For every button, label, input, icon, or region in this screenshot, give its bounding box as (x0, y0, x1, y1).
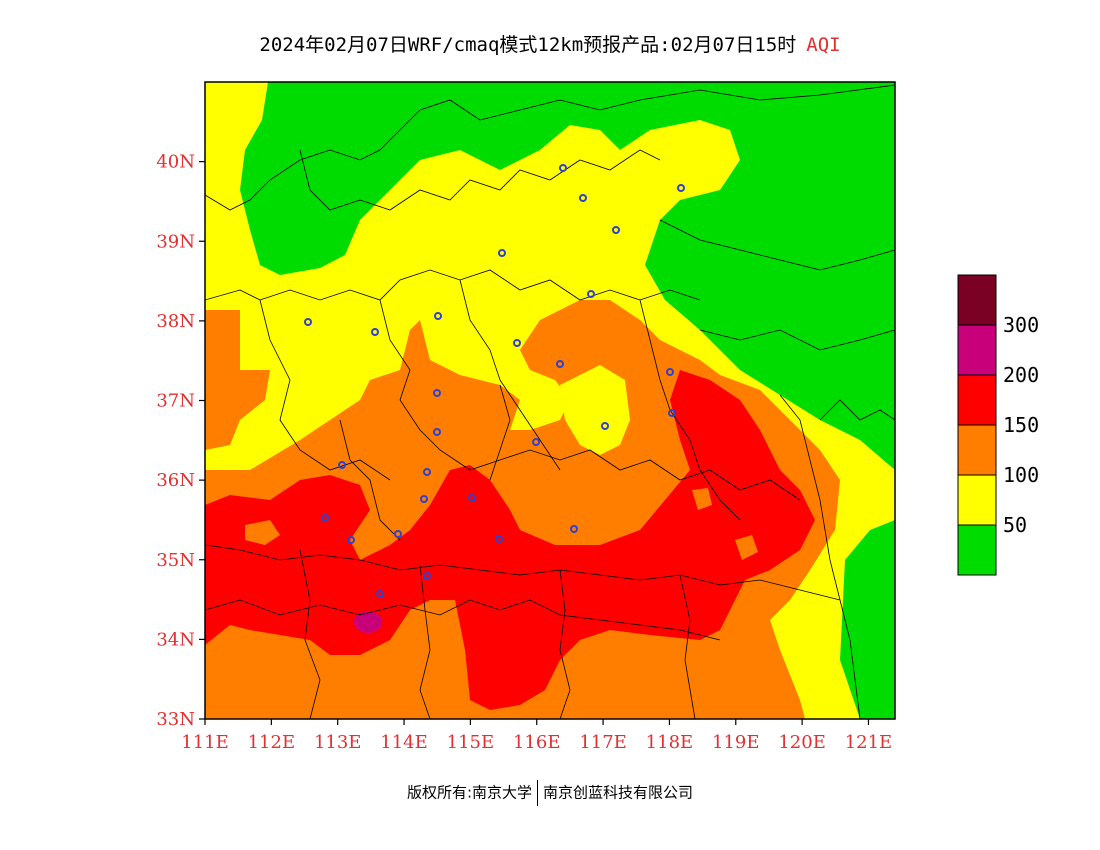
city-marker (371, 328, 379, 336)
footer-separator (537, 780, 539, 806)
city-marker (338, 461, 346, 469)
city-marker (579, 194, 587, 202)
city-marker (532, 438, 540, 446)
city-marker (666, 368, 674, 376)
city-marker (433, 428, 441, 436)
city-markers (304, 164, 685, 598)
legend-swatch (957, 374, 997, 426)
lat-label: 38N (156, 311, 195, 332)
city-marker (570, 525, 578, 533)
city-marker (495, 535, 503, 543)
city-marker (559, 164, 567, 172)
lon-label: 117E (579, 732, 627, 753)
city-marker (677, 184, 685, 192)
legend-swatch (957, 524, 997, 576)
legend-swatch (957, 424, 997, 476)
aqi-band-very-unhealthy (354, 611, 382, 633)
legend-label: 200 (1003, 363, 1039, 387)
legend-label: 100 (1003, 463, 1039, 487)
lat-label: 39N (156, 231, 195, 252)
admin-boundaries (205, 84, 895, 719)
city-marker (612, 226, 620, 234)
city-marker (587, 290, 595, 298)
lon-label: 119E (712, 732, 760, 753)
lon-label: 121E (845, 732, 893, 753)
aqi-band-moderate-pocket (560, 365, 630, 455)
lat-label: 40N (156, 152, 195, 173)
lat-label: 33N (156, 709, 195, 730)
city-marker (556, 360, 564, 368)
lon-label: 118E (646, 732, 694, 753)
lat-label: 34N (156, 629, 195, 650)
copyright-owner: 版权所有:南京大学 (406, 783, 533, 802)
city-marker (321, 514, 329, 522)
aqi-band-usg-hole (735, 535, 758, 560)
city-marker (376, 590, 384, 598)
legend-label: 50 (1003, 513, 1027, 537)
lat-label: 37N (156, 391, 195, 412)
title-product: AQI (806, 34, 841, 56)
city-marker (423, 572, 431, 580)
city-marker (347, 536, 355, 544)
city-marker (434, 312, 442, 320)
longitude-axis: 111E 112E 113E 114E 115E 116E 117E 118E 119E 120E… (181, 719, 892, 753)
lon-label: 111E (181, 732, 229, 753)
aqi-band-usg-hole (692, 488, 712, 510)
lat-label: 35N (156, 550, 195, 571)
latitude-axis: 40N 39N 38N 37N 36N 35N 34N 33N (156, 152, 205, 730)
title-main: 2024年02月07日WRF/cmaq模式12km预报产品:02月07日15时 (259, 34, 797, 56)
aqi-band-usg-hole (245, 520, 280, 545)
city-marker (513, 339, 521, 347)
lon-label: 116E (513, 732, 561, 753)
city-marker (601, 422, 609, 430)
city-marker (498, 249, 506, 257)
legend-label: 150 (1003, 413, 1039, 437)
city-marker (423, 468, 431, 476)
lat-label: 36N (156, 470, 195, 491)
legend-swatch (957, 474, 997, 526)
lon-label: 112E (248, 732, 296, 753)
city-marker (668, 409, 676, 417)
legend-swatch (957, 324, 997, 376)
lon-label: 114E (380, 732, 428, 753)
lon-label: 120E (778, 732, 826, 753)
city-marker (394, 530, 402, 538)
aqi-legend: 50 100 150 200 300 (957, 274, 1039, 576)
lon-label: 113E (314, 732, 362, 753)
map-title: 2024年02月07日WRF/cmaq模式12km预报产品:02月07日15时 A… (0, 30, 1100, 57)
city-marker (468, 494, 476, 502)
lon-label: 115E (447, 732, 495, 753)
city-marker (420, 495, 428, 503)
copyright-footer: 版权所有:南京大学 南京创蓝科技有限公司 (0, 780, 1100, 806)
copyright-company: 南京创蓝科技有限公司 (543, 783, 694, 802)
city-marker (433, 389, 441, 397)
aqi-field (205, 82, 895, 719)
legend-label: 300 (1003, 313, 1039, 337)
legend-swatch (957, 274, 997, 326)
city-marker (304, 318, 312, 326)
